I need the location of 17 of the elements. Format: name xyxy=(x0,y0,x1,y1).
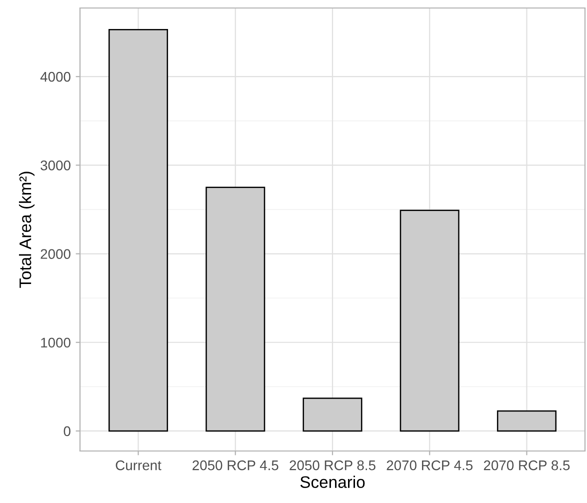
x-tick-label: 2050 RCP 8.5 xyxy=(290,460,376,470)
bar xyxy=(302,398,362,432)
bar xyxy=(496,410,556,432)
x-tick-label: Current xyxy=(116,460,162,470)
y-tick-label: 2000 xyxy=(40,249,70,259)
bar xyxy=(206,186,266,432)
bar xyxy=(108,28,168,432)
x-tick-label: 2070 RCP 8.5 xyxy=(484,460,570,470)
y-axis-title: Total Area (km²) xyxy=(18,172,35,288)
y-tick-label: 1000 xyxy=(41,338,70,348)
y-tick-label: 4000 xyxy=(40,72,70,82)
y-tick-label: 0 xyxy=(64,426,70,436)
x-tick-label: 2070 RCP 4.5 xyxy=(386,460,473,470)
x-axis-title: Scenario xyxy=(300,476,365,488)
bar xyxy=(400,210,460,432)
y-tick-label: 3000 xyxy=(40,160,70,170)
x-tick-label: 2050 RCP 4.5 xyxy=(192,460,278,470)
